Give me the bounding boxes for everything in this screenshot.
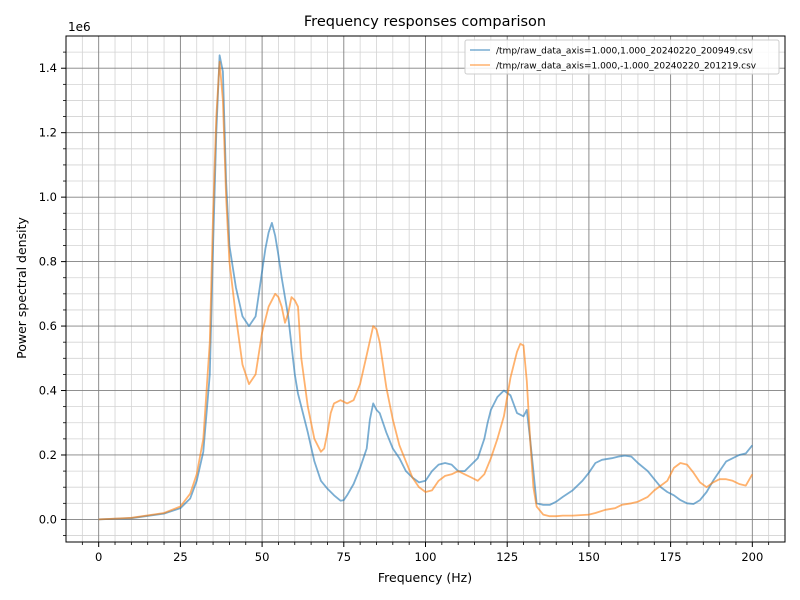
- x-tick-label: 175: [660, 550, 682, 564]
- y-tick-label: 1.4: [39, 61, 57, 75]
- legend-box: [464, 39, 780, 75]
- y-axis-ticks: 0.0 0.2 0.4 0.6 0.8 1.0 1.2 1.4: [39, 51, 66, 536]
- y-tick-label: 1.0: [39, 190, 57, 204]
- series-line-1: [98, 54, 754, 521]
- series-line-2: [98, 60, 754, 521]
- series-lines: [98, 54, 754, 521]
- x-tick-label: 125: [496, 550, 518, 564]
- x-tick-label: 200: [741, 550, 763, 564]
- x-axis-ticks: 0 25 50 75 100 125 150 175 200: [81, 542, 770, 564]
- y-tick-label: 0.2: [39, 448, 57, 462]
- x-tick-label: 25: [173, 550, 188, 564]
- x-tick-label: 0: [95, 550, 102, 564]
- legend-label-series-2: /tmp/raw_data_axis=1.000,-1.000_20240220…: [496, 62, 757, 72]
- x-tick-label: 100: [415, 550, 437, 564]
- legend: /tmp/raw_data_axis=1.000,1.000_20240220_…: [464, 39, 780, 75]
- y-scale-label: 1e6: [68, 20, 91, 34]
- legend-label-series-1: /tmp/raw_data_axis=1.000,1.000_20240220_…: [496, 47, 754, 57]
- x-tick-label: 150: [578, 550, 600, 564]
- x-axis-label: Frequency (Hz): [378, 570, 472, 585]
- y-tick-label: 0.6: [39, 319, 57, 333]
- y-tick-label: 1.2: [39, 126, 57, 140]
- chart-title: Frequency responses comparison: [304, 14, 546, 30]
- y-tick-label: 0.8: [39, 255, 57, 269]
- y-tick-label: 0.4: [39, 384, 57, 398]
- x-tick-label: 75: [336, 550, 351, 564]
- y-axis-label: Power spectral density: [14, 217, 29, 359]
- x-tick-label: 50: [255, 550, 270, 564]
- y-tick-label: 0.0: [39, 512, 57, 526]
- major-grid: [66, 36, 785, 542]
